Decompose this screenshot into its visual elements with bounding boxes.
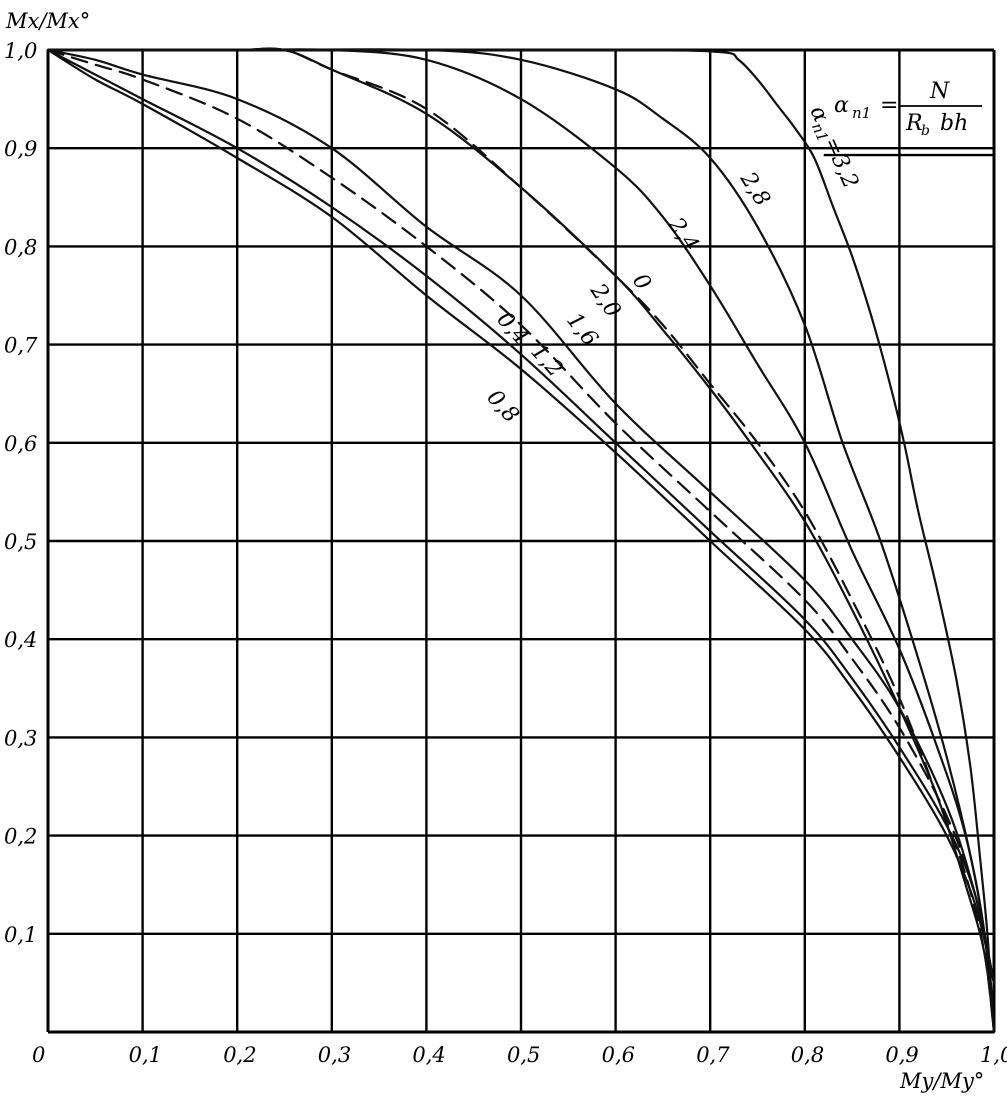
curve-1-6 <box>46 48 996 984</box>
curve-label: 2,0 <box>584 279 625 323</box>
formula-denominator-sub: b <box>921 123 930 139</box>
curves <box>46 47 996 1034</box>
x-tick-label: 1,0 <box>980 1043 1007 1067</box>
grid-lines <box>46 48 996 1034</box>
y-tick-label: 0,5 <box>4 530 37 554</box>
curve-0-8 <box>46 48 996 984</box>
y-axis-label: Mx/Mx° <box>5 9 90 33</box>
curve-label: 2,4 <box>662 213 703 257</box>
y-tick-label: 0,3 <box>4 726 37 750</box>
formula-denominator: R <box>905 111 923 136</box>
x-tick-label: 0,3 <box>318 1043 351 1067</box>
formula-denominator-tail: bh <box>940 111 968 136</box>
y-tick-label: 0,8 <box>4 235 37 259</box>
y-tick-label: 0,4 <box>4 628 37 652</box>
curve-1-2 <box>46 48 996 984</box>
tick-labels: 0 0,1 0,2 0,3 0,4 0,5 0,6 0,7 0,8 0,9 1,0 0,1 0,2 0,3… <box>4 39 1007 1067</box>
curve-2-8 <box>46 48 996 1034</box>
x-tick-label: 0 <box>32 1043 45 1067</box>
y-tick-label: 1,0 <box>4 39 37 63</box>
curve-3-2 <box>46 48 996 1034</box>
curve-label: 0,8 <box>482 385 524 428</box>
legend-formula: α n1 = N R b bh <box>834 79 982 139</box>
x-tick-label: 0,8 <box>791 1043 824 1067</box>
y-tick-label: 0,7 <box>4 334 38 358</box>
formula-numerator: N <box>929 79 950 104</box>
curve-2-4 <box>46 48 996 1034</box>
x-tick-label: 0,7 <box>696 1043 730 1067</box>
x-tick-label: 0,1 <box>129 1043 162 1067</box>
curve-0-4 <box>46 48 996 984</box>
x-tick-label: 0,5 <box>507 1043 540 1067</box>
formula-eq: = <box>880 93 898 118</box>
x-tick-label: 0,6 <box>602 1043 635 1067</box>
y-tick-label: 0,9 <box>4 137 37 161</box>
y-tick-label: 0,6 <box>4 432 37 456</box>
x-axis-label: My/My° <box>899 1069 984 1093</box>
x-tick-label: 0,9 <box>885 1043 918 1067</box>
x-tick-label: 0,2 <box>223 1043 256 1067</box>
formula-lhs: α <box>834 93 849 118</box>
curve-label: 2,8 <box>734 167 774 211</box>
y-tick-label: 0,1 <box>4 923 37 947</box>
x-tick-label: 0,4 <box>412 1043 445 1067</box>
formula-lhs-sub: n1 <box>852 104 871 122</box>
y-tick-label: 0,2 <box>4 825 37 849</box>
